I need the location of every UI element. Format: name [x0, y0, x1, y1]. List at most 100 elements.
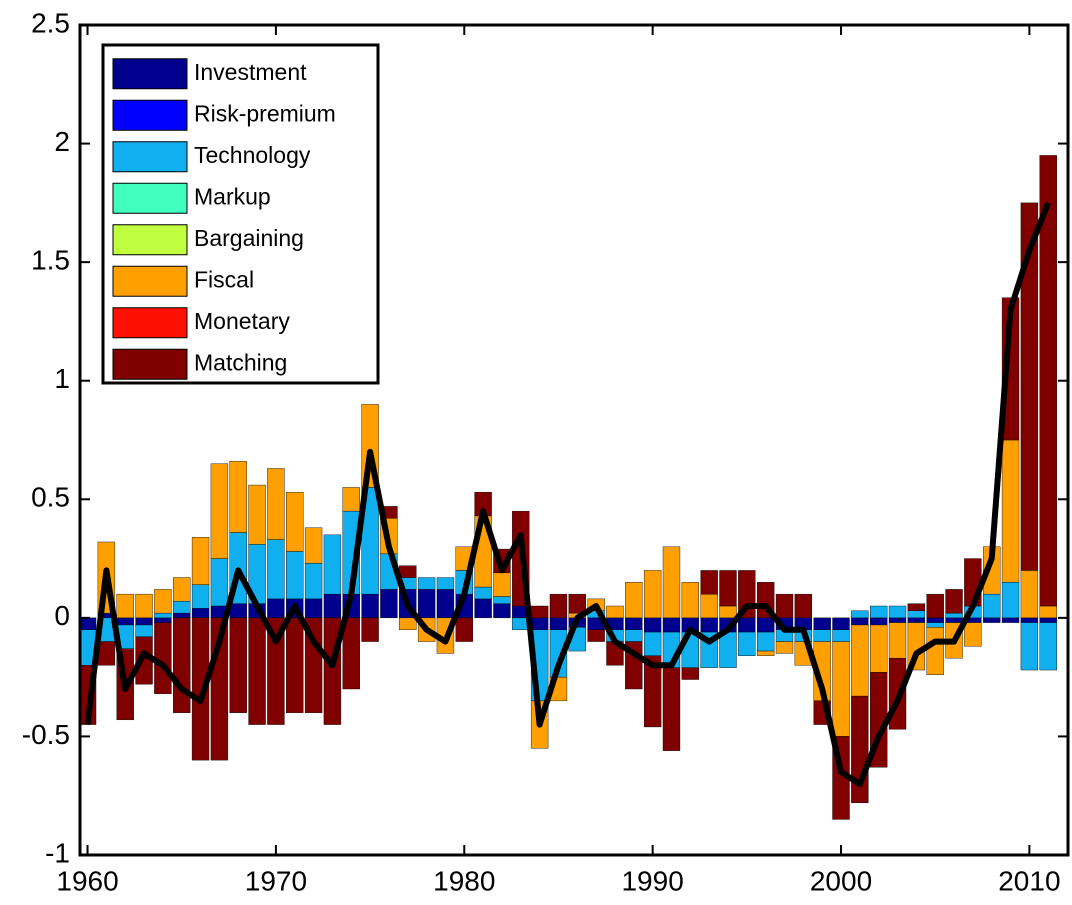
bar-segment	[474, 598, 492, 619]
legend-swatch	[112, 307, 188, 339]
bar-segment	[681, 582, 699, 619]
bar-segment	[813, 617, 831, 630]
bar-segment	[625, 617, 643, 630]
legend-swatch	[112, 141, 188, 173]
bar-segment	[493, 572, 511, 597]
bar-segment	[154, 617, 172, 623]
legend-swatch	[112, 58, 188, 90]
legend-swatch	[112, 99, 188, 131]
bar-segment	[135, 593, 153, 619]
bar-segment	[832, 641, 850, 737]
bar-segment	[907, 603, 926, 611]
bar-segment	[380, 589, 398, 619]
bar-segment	[229, 603, 247, 619]
axes: -1 -0.5 0 0.5 1 1.5 2 2.5 1960 1970 1980 1990 2000 20…	[22, 7, 1070, 896]
bar-segment	[191, 584, 210, 609]
legend-swatch	[112, 265, 188, 297]
bar-segment	[643, 570, 662, 619]
y-tick-label: 0.5	[31, 482, 70, 513]
bar-segment	[738, 631, 756, 656]
bar-segment	[135, 624, 153, 638]
bar-segment	[643, 617, 662, 633]
bar-segment	[719, 605, 737, 619]
bar-segment	[888, 605, 907, 619]
bar-segment	[700, 593, 718, 619]
bar-segment	[399, 565, 417, 578]
y-tick-label: 2.5	[31, 7, 70, 38]
x-tick-label: 2010	[998, 865, 1060, 896]
bar-segment	[794, 593, 813, 619]
legend-swatch	[112, 348, 188, 380]
bar-segment	[700, 617, 718, 633]
bar-segment	[870, 617, 888, 626]
bar-segment	[1001, 439, 1020, 583]
bar-segment	[1020, 202, 1039, 571]
bar-segment	[116, 617, 134, 626]
bar-segment	[191, 617, 210, 761]
bar-segment	[1039, 605, 1057, 619]
bar-segment	[643, 631, 662, 656]
bar-segment	[342, 617, 360, 690]
bar-segment	[116, 593, 134, 619]
bar-segment	[1039, 155, 1057, 607]
legend-label: Monetary	[194, 308, 290, 334]
bar-segment	[229, 617, 247, 713]
bar-segment	[587, 629, 605, 642]
legend-label: Investment	[194, 59, 307, 85]
bar-segment	[248, 617, 266, 725]
bar-segment	[888, 622, 907, 659]
bar-segment	[361, 593, 379, 619]
legend-label: Bargaining	[194, 225, 304, 251]
bar-segment	[210, 463, 229, 559]
bar-segment	[417, 577, 436, 590]
bar-segment	[1020, 570, 1039, 619]
legend-label: Markup	[194, 183, 271, 209]
bar-segment	[342, 487, 360, 512]
bar-segment	[286, 551, 304, 600]
bar-segment	[173, 577, 191, 602]
legend-label: Technology	[194, 142, 311, 168]
bar-segment	[945, 612, 963, 619]
bar-segment	[267, 468, 285, 540]
bar-segment	[173, 617, 191, 713]
legend-swatch	[112, 224, 188, 256]
legend-swatch	[112, 182, 188, 214]
bar-segment	[625, 629, 643, 642]
legend-label: Matching	[194, 349, 287, 375]
bar-segment	[78, 617, 97, 630]
y-tick-label: 1.5	[31, 245, 70, 276]
bar-segment	[455, 617, 473, 642]
y-tick-label: 1	[54, 363, 70, 394]
bar-segment	[1039, 622, 1057, 671]
bar-segment	[323, 593, 342, 619]
bar-segment	[154, 589, 172, 614]
bar-segment	[1001, 582, 1020, 619]
bar-segment	[964, 622, 982, 647]
bar-segment	[191, 537, 210, 585]
bar-segment	[926, 593, 944, 619]
bar-segment	[756, 617, 775, 633]
bar-segment	[417, 589, 436, 619]
line	[84, 201, 1051, 787]
bar-segment	[832, 629, 850, 642]
x-tick-label: 1960	[56, 865, 118, 896]
y-tick-label: -0.5	[22, 719, 70, 750]
bar-segment	[907, 617, 926, 623]
bar-segment	[625, 582, 643, 619]
bar-segment	[530, 617, 549, 630]
plot-area	[78, 155, 1057, 820]
x-tick-label: 2000	[810, 865, 872, 896]
bar-segment	[756, 650, 775, 656]
bar-segment	[983, 593, 1001, 619]
bar-segment	[549, 617, 568, 630]
bar-segment	[493, 603, 511, 619]
bar-segment	[304, 563, 323, 600]
bar-segment	[888, 617, 907, 623]
bar-segment	[323, 534, 342, 595]
bar-segment	[304, 598, 323, 619]
bar-segment	[1020, 622, 1039, 671]
bar-segment	[248, 484, 266, 545]
bar-segment	[832, 617, 850, 630]
